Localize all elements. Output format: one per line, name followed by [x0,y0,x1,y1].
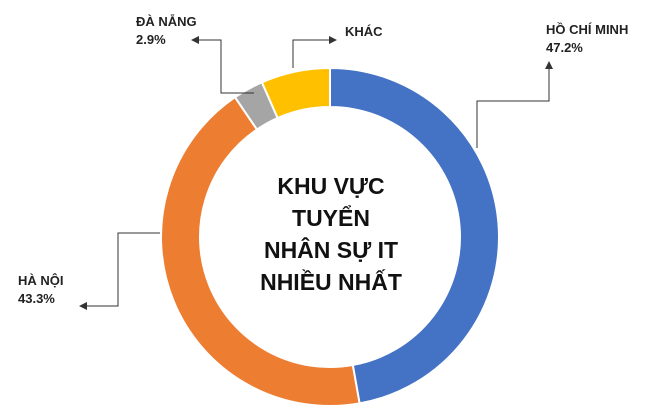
leader-line-khac [292,36,337,68]
center-title-line-2: TUYỂN [292,205,370,231]
slice-label-ho-chi-minh: HỒ CHÍ MINH [546,22,628,37]
slice-label-khac: KHÁC [345,24,383,39]
slice-value-ho-chi-minh: 47.2% [546,40,583,55]
slice-ho-chi-minh [329,66,500,405]
slice-label-da-nang: ĐÀ NẴNG [136,14,197,29]
center-title-line-4: NHIỀU NHẤT [260,269,402,295]
center-title-line-3: NHÂN SỰ IT [263,237,399,263]
slice-value-ha-noi: 43.3% [18,291,55,306]
slice-khac [260,66,331,120]
center-title: KHU VỰC TUYỂN NHÂN SỰ IT NHIỀU NHẤT [226,170,436,298]
slice-label-ha-noi: HÀ NỘI [18,273,64,288]
slices-layer [160,66,500,407]
slice-ha-noi [160,95,361,407]
leaders-layer [79,36,553,310]
leader-line-da-nang [191,36,254,94]
slice-value-da-nang: 2.9% [136,32,166,47]
leader-line-ho-chi-minh [476,61,553,148]
leader-line-ha-noi [79,232,160,310]
center-title-line-1: KHU VỰC [277,173,385,199]
labels-layer: HỒ CHÍ MINH 47.2% HÀ NỘI 43.3% ĐÀ NẴNG 2.9% KH… [18,14,628,306]
